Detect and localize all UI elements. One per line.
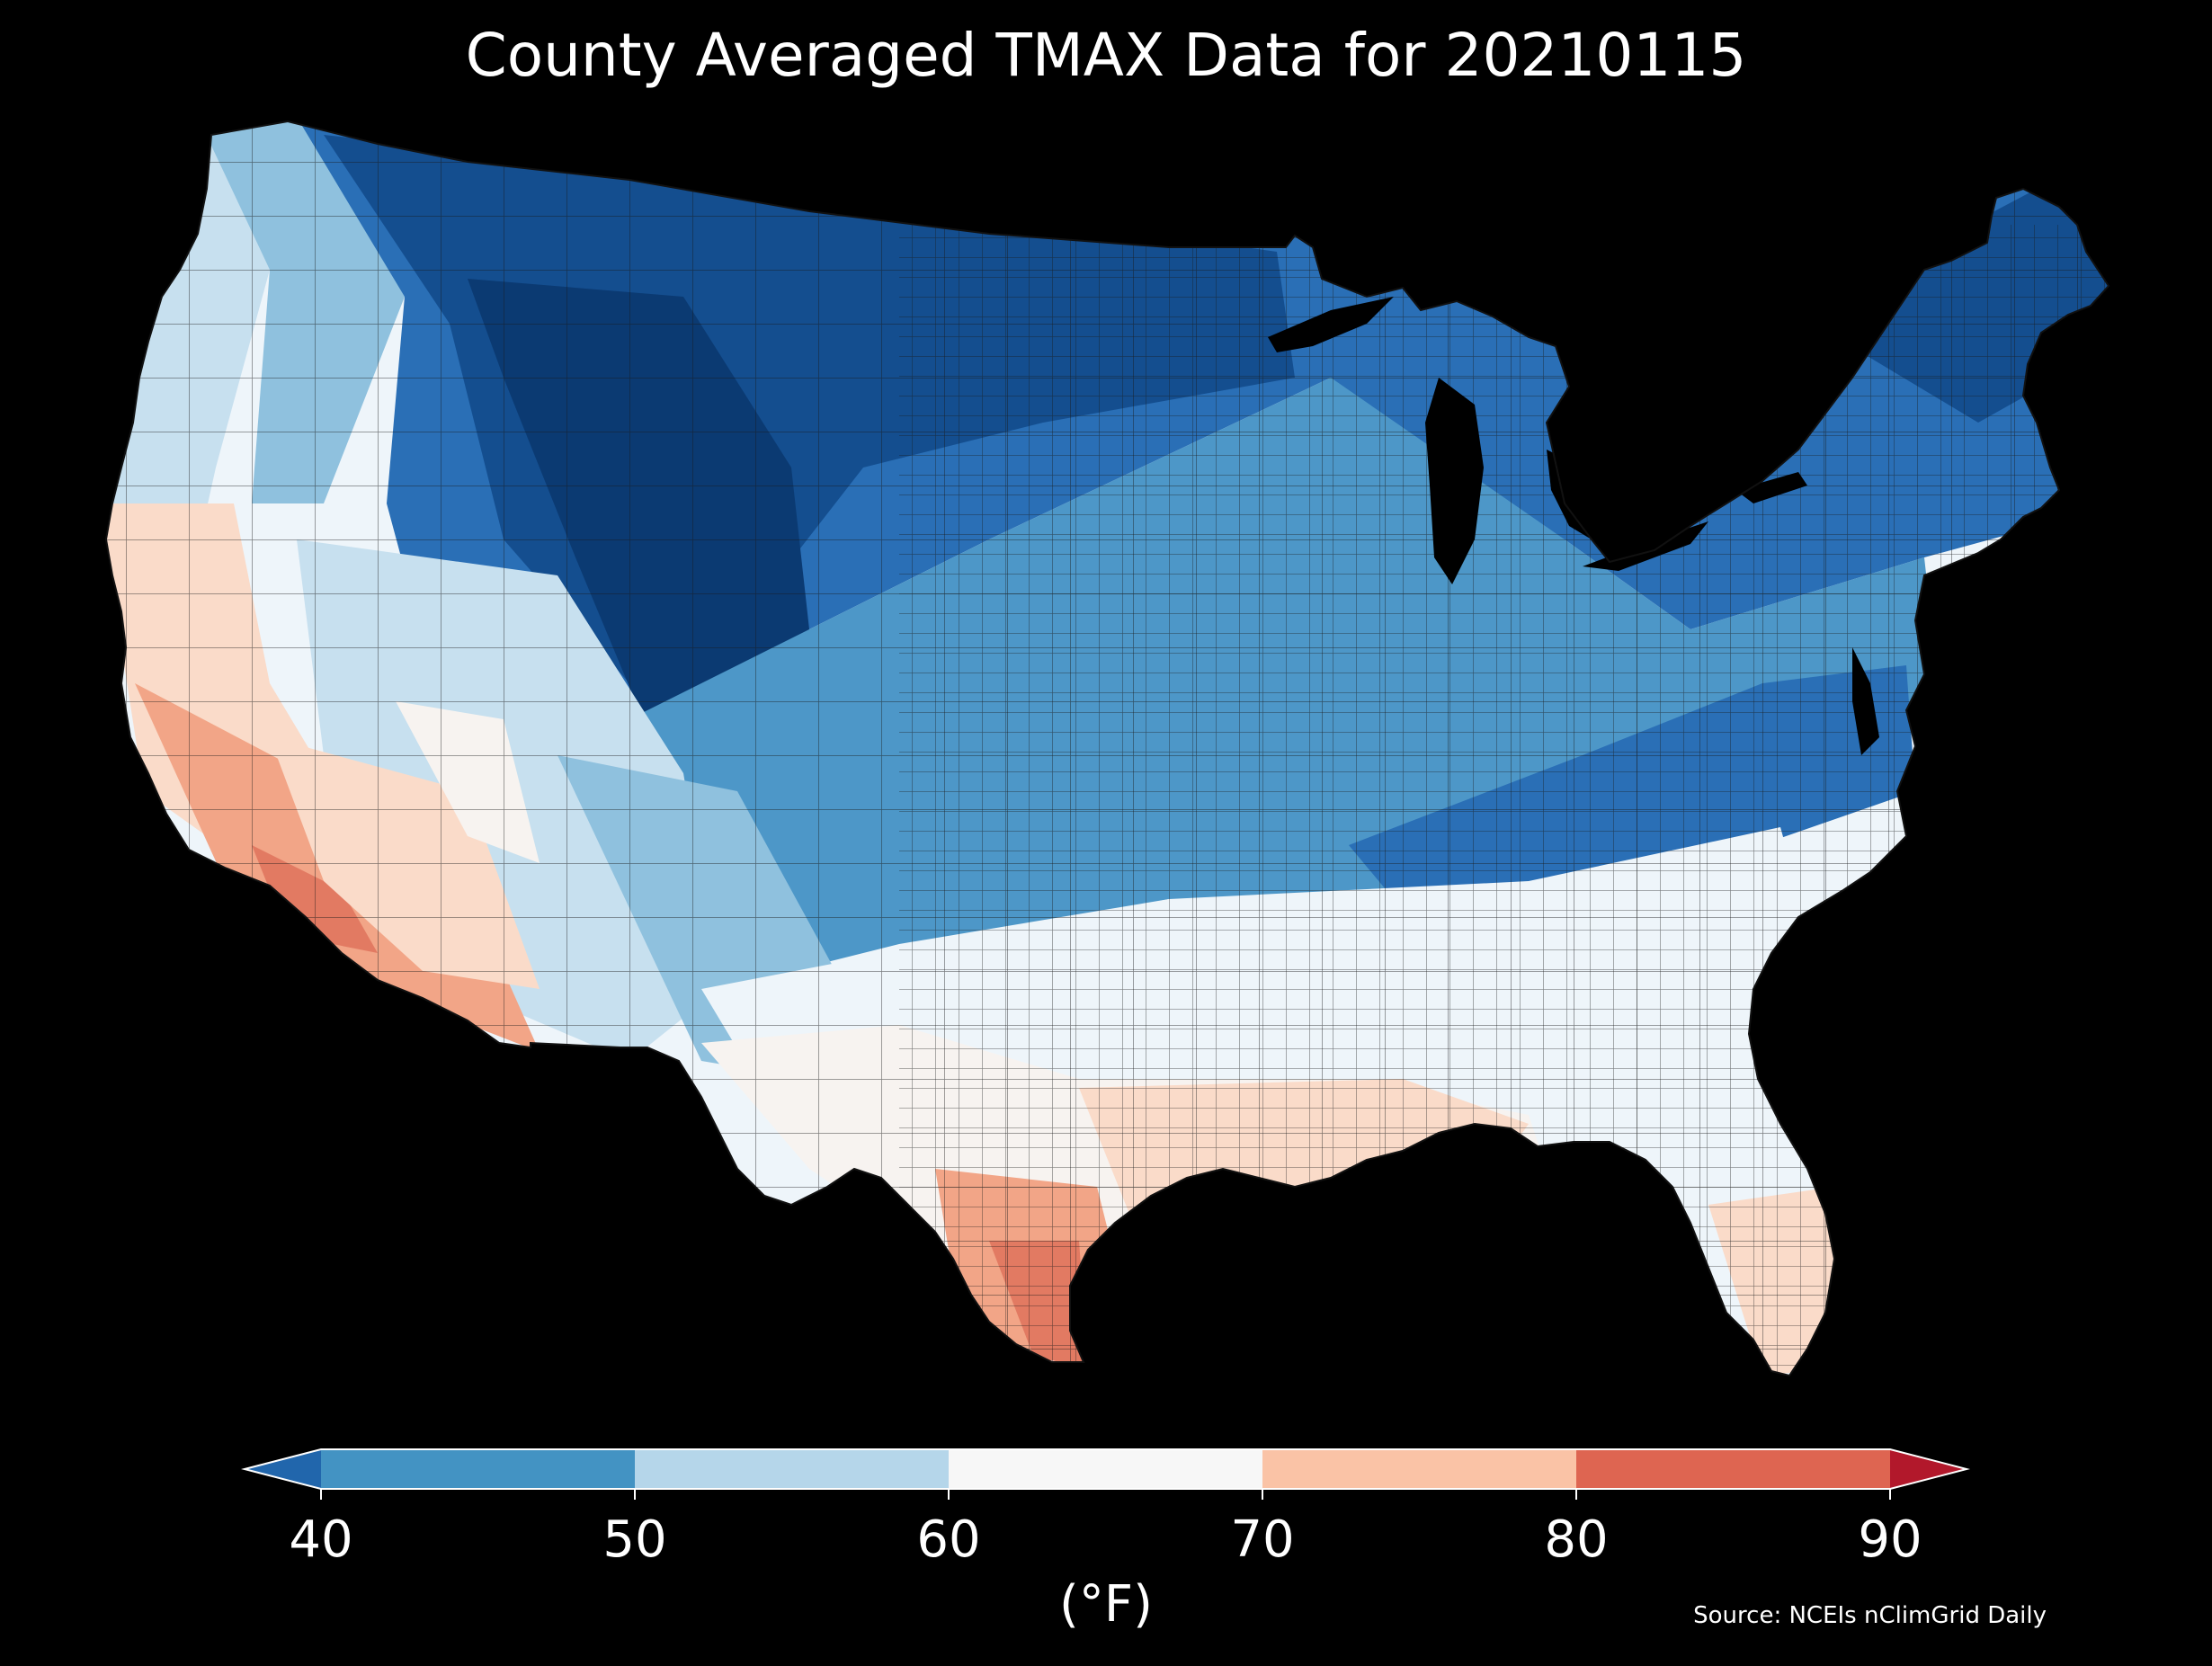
source-credit: Source: NCEIs nClimGrid Daily bbox=[1693, 1602, 2047, 1629]
colorbar-segment bbox=[949, 1449, 1263, 1489]
colorbar-segment bbox=[1262, 1449, 1577, 1489]
map-title: County Averaged TMAX Data for 20210115 bbox=[465, 21, 1747, 90]
colorbar-unit-label: (°F) bbox=[1059, 1575, 1153, 1634]
colorbar-segment bbox=[635, 1449, 950, 1489]
colorbar-extend-high bbox=[1890, 1449, 1967, 1489]
colorbar-segment bbox=[1576, 1449, 1891, 1489]
chesapeake-bay bbox=[1852, 647, 1879, 755]
lake-michigan bbox=[1425, 378, 1484, 584]
lake-erie bbox=[1583, 521, 1708, 571]
lake-superior bbox=[1268, 297, 1394, 352]
colorbar-extend-low bbox=[245, 1449, 321, 1489]
lake-ontario bbox=[1735, 472, 1807, 503]
lake-huron bbox=[1547, 450, 1601, 539]
colorbar-segment bbox=[321, 1449, 636, 1489]
great-lakes bbox=[1268, 297, 1879, 755]
